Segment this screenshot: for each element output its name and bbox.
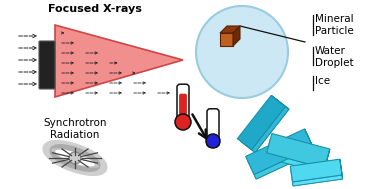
Text: Focused X-rays: Focused X-rays [48,4,142,14]
Text: Synchrotron
Radiation: Synchrotron Radiation [43,118,107,140]
Text: Ice: Ice [315,76,330,86]
Polygon shape [293,175,343,186]
FancyBboxPatch shape [39,41,55,89]
Polygon shape [237,95,285,150]
Circle shape [196,6,288,98]
Polygon shape [220,33,233,46]
Polygon shape [55,25,183,97]
Circle shape [69,152,81,164]
Polygon shape [246,129,313,174]
Polygon shape [241,98,289,153]
FancyBboxPatch shape [209,138,217,145]
FancyBboxPatch shape [207,109,219,147]
Text: Water
Droplet: Water Droplet [315,46,353,68]
Circle shape [175,114,191,130]
FancyBboxPatch shape [177,84,189,128]
Polygon shape [267,133,330,168]
Polygon shape [265,138,329,173]
Polygon shape [290,159,342,182]
Polygon shape [305,129,315,152]
Polygon shape [248,133,315,179]
Polygon shape [252,106,289,153]
Polygon shape [340,159,343,179]
Polygon shape [254,147,315,179]
Polygon shape [271,95,289,109]
Text: Mineral
Particle: Mineral Particle [315,14,354,36]
Polygon shape [233,26,240,46]
Polygon shape [323,149,330,173]
Polygon shape [220,26,240,33]
Polygon shape [265,153,324,173]
Circle shape [206,134,220,148]
Polygon shape [291,163,343,186]
FancyBboxPatch shape [179,94,187,126]
